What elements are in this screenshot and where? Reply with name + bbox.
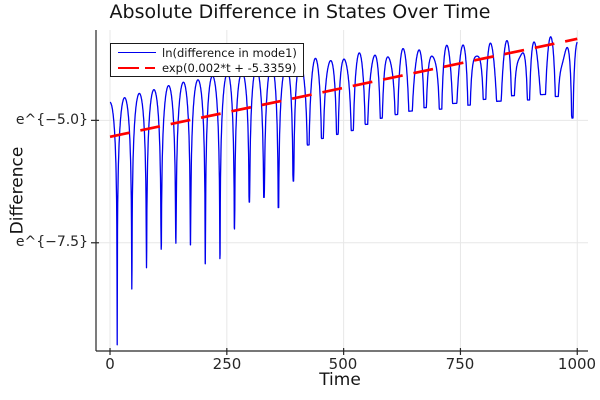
x-tick-label-500: 500 [328, 355, 358, 373]
legend-label: exp(0.002*t + -5.3359) [162, 60, 297, 75]
x-tick-label-750: 750 [445, 355, 475, 373]
legend-solid-line-sample [118, 52, 156, 53]
blue-line-swatch [118, 52, 156, 53]
series-exp-fit-line [109, 37, 578, 139]
x-tick-label-1000: 1000 [557, 355, 597, 373]
chart-title: Absolute Difference in States Over Time [109, 1, 491, 23]
x-axis-label: Time [319, 370, 361, 390]
legend-item-ln-difference: ln(difference in mode1) [118, 45, 297, 60]
legend-dashed-line-sample [118, 66, 156, 69]
y-tick-label-e-5: e^{−5.0} [15, 112, 88, 128]
y-tick-label-e-7point5: e^{−7.5} [15, 234, 88, 250]
legend: ln(difference in mode1) exp(0.002*t + -5… [110, 43, 304, 77]
legend-item-exp-fit: exp(0.002*t + -5.3359) [118, 60, 297, 75]
red-dash-swatch [118, 66, 139, 69]
x-tick-label-0: 0 [105, 355, 115, 373]
red-dash-swatch [145, 66, 155, 69]
series-ln-difference-line [109, 36, 578, 346]
x-tick-label-250: 250 [212, 355, 242, 373]
legend-label: ln(difference in mode1) [162, 45, 297, 60]
